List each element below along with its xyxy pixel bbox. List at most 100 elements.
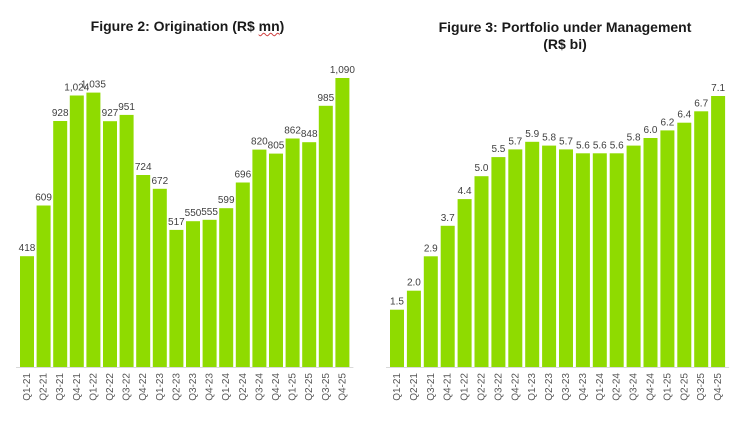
data-label: 5.8 <box>627 133 641 144</box>
bar <box>235 182 250 367</box>
bar <box>694 111 709 367</box>
x-tick-label: Q3-22 <box>493 373 504 401</box>
x-tick-label: Q4-25 <box>337 373 348 401</box>
data-label: 2.0 <box>407 278 421 289</box>
x-tick-label: Q2-25 <box>679 373 690 401</box>
data-label: 599 <box>218 195 235 206</box>
bar <box>491 157 506 367</box>
portfolio-bar-chart: 1.5 Q1-21 2.0 Q2-21 2.9 Q3-21 3.7 Q4-21 4.4 Q1-22… <box>386 83 730 401</box>
x-tick-label: Q3-25 <box>696 373 707 401</box>
data-label: 6.7 <box>694 98 708 109</box>
origination-chart-panel: Figure 2: Origination (R$ mn) 418 Q1-21 60… <box>0 0 375 422</box>
x-tick-label: Q1-21 <box>22 373 33 401</box>
bar <box>252 149 267 367</box>
data-label: 555 <box>201 207 218 218</box>
data-label: 5.6 <box>610 140 624 151</box>
title-part-unit: mn <box>258 18 280 34</box>
bar <box>406 290 421 367</box>
data-label: 2.9 <box>424 243 438 254</box>
bar <box>318 105 333 368</box>
x-tick-label: Q4-21 <box>443 373 454 401</box>
data-label: 5.6 <box>593 140 607 151</box>
title-line-1: Figure 3: Portfolio under Management <box>438 19 692 35</box>
x-tick-label: Q3-23 <box>561 373 572 401</box>
data-label: 724 <box>135 162 152 173</box>
data-label: 985 <box>317 93 334 104</box>
data-label: 672 <box>151 176 168 187</box>
data-label: 805 <box>268 141 285 152</box>
bar <box>626 145 641 367</box>
x-tick-label: Q4-23 <box>578 373 589 401</box>
bar <box>103 121 117 367</box>
bar <box>202 219 217 367</box>
title-part: ) <box>279 18 285 34</box>
x-tick-label: Q4-22 <box>510 373 521 401</box>
bar <box>169 229 184 367</box>
x-tick-label: Q4-23 <box>205 373 216 401</box>
data-label: 517 <box>168 217 185 228</box>
bar <box>186 221 200 367</box>
bar <box>390 309 404 367</box>
data-label: 5.9 <box>525 129 539 140</box>
x-tick-label: Q3-21 <box>426 373 437 401</box>
x-tick-label: Q4-25 <box>713 373 724 401</box>
x-tick-label: Q2-23 <box>171 373 182 401</box>
x-tick-label: Q1-25 <box>288 373 299 401</box>
bar <box>119 114 134 368</box>
data-label: 862 <box>284 126 301 137</box>
bar <box>302 142 317 367</box>
data-label: 609 <box>35 193 52 204</box>
bar <box>575 153 590 367</box>
data-label: 5.0 <box>475 163 489 174</box>
x-tick-label: Q3-24 <box>254 373 265 401</box>
x-tick-label: Q1-23 <box>527 373 538 401</box>
x-tick-label: Q2-22 <box>477 373 488 401</box>
data-label: 928 <box>52 108 69 119</box>
data-label: 5.7 <box>508 136 522 147</box>
bar <box>285 138 300 367</box>
x-tick-label: Q4-21 <box>72 373 83 401</box>
bar <box>440 225 455 367</box>
data-label: 418 <box>19 243 36 254</box>
data-label: 927 <box>102 108 119 119</box>
bar <box>609 153 624 367</box>
data-label: 848 <box>301 129 318 140</box>
x-tick-label: Q1-22 <box>460 373 471 401</box>
title-line-2: (R$ bi) <box>543 36 587 52</box>
bar <box>457 199 472 367</box>
x-tick-label: Q3-25 <box>321 373 332 401</box>
bar <box>474 176 489 367</box>
title-part: Figure 2: Origination (R$ <box>90 18 259 34</box>
x-tick-label: Q4-24 <box>646 373 657 401</box>
data-label: 1,090 <box>330 65 355 76</box>
x-tick-label: Q2-24 <box>238 373 249 401</box>
chart-title: Figure 2: Origination (R$ mn) <box>0 18 375 35</box>
x-tick-label: Q1-21 <box>392 373 403 401</box>
data-label: 5.7 <box>559 136 573 147</box>
x-tick-label: Q2-25 <box>304 373 315 401</box>
data-label: 7.1 <box>711 83 725 94</box>
bar <box>269 153 283 367</box>
bar <box>508 149 523 367</box>
chart-title: Figure 3: Portfolio under Management (R$… <box>375 19 755 53</box>
bar <box>677 122 692 367</box>
data-label: 5.5 <box>491 144 505 155</box>
bar <box>559 149 573 367</box>
data-label: 1.5 <box>390 297 404 308</box>
data-label: 951 <box>118 102 135 113</box>
data-label: 1,035 <box>81 80 106 91</box>
data-label: 3.7 <box>441 213 455 224</box>
x-tick-label: Q2-22 <box>105 373 116 401</box>
data-label: 4.4 <box>458 186 472 197</box>
bar <box>525 141 540 367</box>
x-tick-label: Q3-23 <box>188 373 199 401</box>
data-label: 6.4 <box>677 110 691 121</box>
x-tick-label: Q3-22 <box>122 373 133 401</box>
data-label: 550 <box>185 208 202 219</box>
data-label: 5.6 <box>576 140 590 151</box>
data-label: 6.2 <box>660 117 674 128</box>
data-label: 5.8 <box>542 133 556 144</box>
x-tick-label: Q1-24 <box>221 373 232 401</box>
bar <box>136 175 151 367</box>
data-label: 6.0 <box>644 125 658 136</box>
